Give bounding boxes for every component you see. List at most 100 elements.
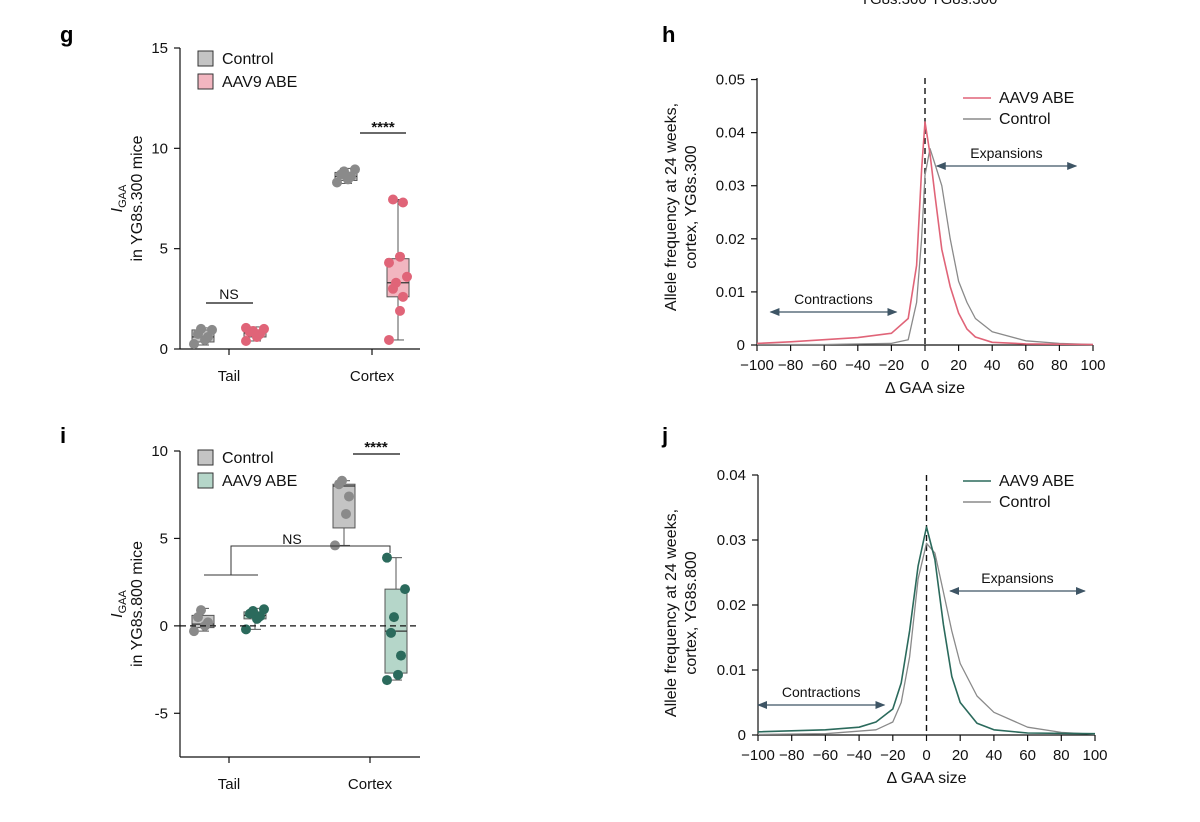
data-point <box>196 605 206 616</box>
y-tick-label: 0.03 <box>716 178 745 195</box>
x-tick-label: 0 <box>921 357 929 374</box>
ns-bracket <box>204 545 391 576</box>
y-axis-label-line2: in YG8s.800 mice <box>129 541 146 667</box>
x-tick-label: 100 <box>1080 357 1105 374</box>
data-point <box>388 194 398 205</box>
data-point <box>344 491 354 502</box>
x-tick-label: Tail <box>218 368 241 385</box>
y-tick-label: 0 <box>160 618 168 635</box>
data-point <box>259 604 269 615</box>
x-tick-label: −100 <box>741 747 775 764</box>
x-tick-label: 80 <box>1053 747 1070 764</box>
x-tick-label: −80 <box>779 747 804 764</box>
x-tick-label: 20 <box>950 357 967 374</box>
x-tick-label: 60 <box>1017 357 1034 374</box>
y-tick-label: 10 <box>151 443 168 460</box>
contractions-label: Contractions <box>794 291 873 307</box>
legend-swatch <box>197 449 214 466</box>
y-tick-label: 10 <box>151 140 168 157</box>
y-tick-label: -5 <box>155 705 168 722</box>
expansions-label: Expansions <box>981 570 1053 586</box>
data-point <box>400 584 410 595</box>
x-tick-label: −40 <box>846 747 871 764</box>
x-tick-label: Tail <box>218 776 241 793</box>
y-axis-label-line2: in YG8s.300 mice <box>129 135 146 261</box>
x-tick-label: −100 <box>740 357 774 374</box>
ns-label: NS <box>282 531 301 547</box>
panel-g: g 0 5 10 15 IGAA in YG8s.300 mice Tail Cortex Con… <box>60 22 420 385</box>
y-axis-label-main: I <box>109 613 126 618</box>
x-tick-label: Cortex <box>350 368 395 385</box>
legend-swatch <box>197 50 214 67</box>
x-tick-label: −80 <box>778 357 803 374</box>
data-point <box>189 626 199 637</box>
data-point <box>341 508 351 519</box>
data-point <box>203 617 213 628</box>
x-tick-label: −60 <box>811 357 836 374</box>
x-tick-label: 100 <box>1082 747 1107 764</box>
panel-letter: h <box>662 22 675 47</box>
legend-label: Control <box>222 51 274 68</box>
y-tick-label: 0.01 <box>717 662 746 679</box>
x-tick-label: −20 <box>879 357 904 374</box>
contractions-label: Contractions <box>782 684 861 700</box>
data-point <box>398 291 408 302</box>
panel-letter: j <box>661 423 668 448</box>
x-tick-label: −20 <box>880 747 905 764</box>
data-point <box>259 323 269 334</box>
data-point <box>391 277 401 288</box>
y-axis-label: IGAA <box>109 589 129 617</box>
y-axis-label-sub: GAA <box>117 184 129 208</box>
x-tick-label: 0 <box>922 747 930 764</box>
series-line-red <box>756 121 1094 346</box>
box-iqr <box>332 483 356 529</box>
panel-letter: g <box>60 22 73 47</box>
legend-swatch <box>197 472 214 489</box>
y-tick-label: 0.04 <box>717 467 746 484</box>
panel-letter: i <box>60 423 66 448</box>
y-axis-label-main: I <box>109 207 126 212</box>
legend-label: Control <box>999 111 1051 128</box>
data-point <box>382 675 392 686</box>
x-tick-label: 20 <box>952 747 969 764</box>
data-point <box>196 323 206 334</box>
data-point <box>241 322 251 333</box>
cut-off-top-text: YG8s.300 YG8s.300 <box>860 0 997 8</box>
y-tick-label: 0.03 <box>717 532 746 549</box>
legend-label: AAV9 ABE <box>222 74 297 91</box>
x-tick-label: −40 <box>845 357 870 374</box>
legend-label: AAV9 ABE <box>999 473 1074 490</box>
x-axis-label: Δ GAA size <box>886 770 966 787</box>
y-axis-label-sub: GAA <box>117 589 129 613</box>
data-point <box>339 166 349 177</box>
data-point <box>384 257 394 268</box>
legend-label: Control <box>999 494 1051 511</box>
y-axis-label: IGAA <box>109 184 129 212</box>
data-point <box>398 197 408 208</box>
y-tick-label: 0 <box>160 341 168 358</box>
legend-swatch <box>197 73 214 90</box>
data-point <box>402 271 412 282</box>
x-tick-label: 40 <box>986 747 1003 764</box>
data-point <box>396 650 406 661</box>
x-tick-label: 80 <box>1051 357 1068 374</box>
data-point <box>382 552 392 563</box>
legend-label: AAV9 ABE <box>222 473 297 490</box>
x-tick-label: −60 <box>813 747 838 764</box>
data-point <box>330 540 340 551</box>
legend-label: AAV9 ABE <box>999 90 1074 107</box>
legend-label: Control <box>222 450 274 467</box>
y-axis-label-line1: Allele frequency at 24 weeks, <box>663 509 680 717</box>
x-axis-label: Δ GAA size <box>885 380 965 397</box>
data-point <box>189 338 199 349</box>
y-tick-label: 5 <box>160 241 168 258</box>
data-point <box>241 335 251 346</box>
expansions-label: Expansions <box>970 145 1042 161</box>
sig-label: **** <box>364 439 388 456</box>
y-tick-label: 5 <box>160 530 168 547</box>
y-tick-label: 0 <box>737 337 745 354</box>
data-point <box>389 612 399 623</box>
x-tick-label: Cortex <box>348 776 393 793</box>
y-axis-label-line2: cortex, YG8s.800 <box>683 551 700 674</box>
